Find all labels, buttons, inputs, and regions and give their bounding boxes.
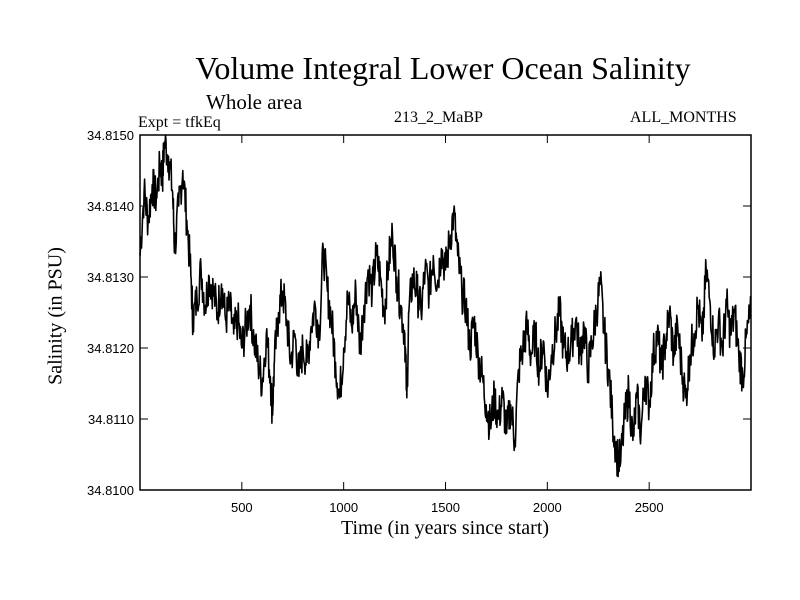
x-axis-label: Time (in years since start) <box>340 517 550 539</box>
y-tick-label: 34.8110 <box>88 412 134 427</box>
y-tick-label: 34.8120 <box>87 341 134 356</box>
x-axis-ticks: 500 1000 1500 2000 2500 <box>231 135 664 515</box>
chart-subtitle: Whole area <box>206 90 303 114</box>
x-tick-label: 1000 <box>329 500 358 515</box>
y-axis-ticks: 34.8100 34.8110 34.8120 34.8130 34.8140 34.81… <box>87 128 751 498</box>
x-tick-label: 1500 <box>431 500 460 515</box>
y-tick-label: 34.8140 <box>87 199 134 214</box>
x-tick-label: 2000 <box>533 500 562 515</box>
months-label: ALL_MONTHS <box>630 109 737 126</box>
x-tick-label: 500 <box>231 500 253 515</box>
chart-title: Volume Integral Lower Ocean Salinity <box>195 50 691 86</box>
y-tick-label: 34.8100 <box>87 483 134 498</box>
y-tick-label: 34.8130 <box>87 270 134 285</box>
x-tick-label: 2500 <box>635 500 664 515</box>
salinity-series-line <box>139 134 752 478</box>
run-label: 213_2_MaBP <box>394 109 483 126</box>
y-tick-label: 34.8150 <box>87 128 134 143</box>
y-axis-label: Salinity (in PSU) <box>44 247 67 385</box>
experiment-label: Expt = tfkEq <box>138 114 221 131</box>
